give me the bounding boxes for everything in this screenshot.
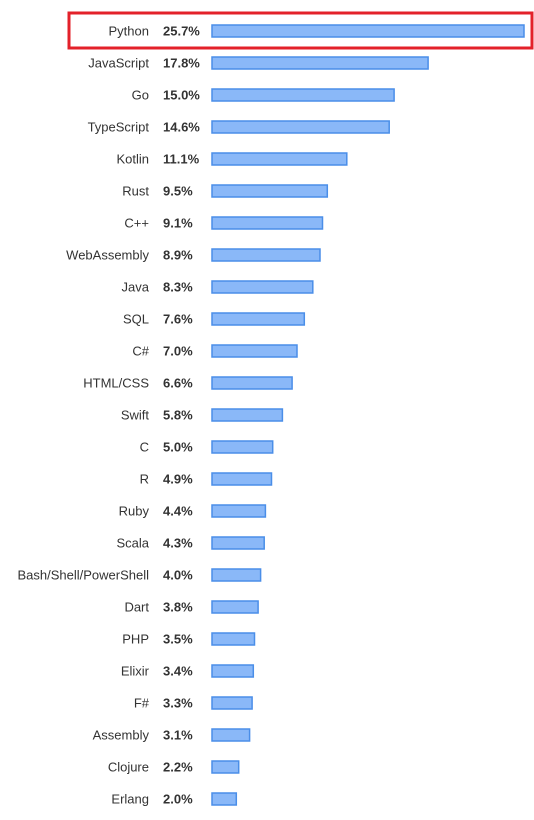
- value-label: 3.4%: [163, 664, 193, 679]
- bar: [211, 216, 324, 230]
- bar: [211, 312, 306, 326]
- value-label: 14.6%: [163, 120, 200, 135]
- category-label: Scala: [116, 536, 149, 551]
- value-label: 3.5%: [163, 632, 193, 647]
- highlight-box: [67, 11, 534, 50]
- category-label: Python: [109, 24, 149, 39]
- value-label: 5.8%: [163, 408, 193, 423]
- value-label: 7.6%: [163, 312, 193, 327]
- category-label: SQL: [123, 312, 149, 327]
- bar: [211, 504, 267, 518]
- bar: [211, 408, 284, 422]
- bar: [211, 248, 321, 262]
- value-label: 4.0%: [163, 568, 193, 583]
- bar: [211, 536, 265, 550]
- bar: [211, 24, 525, 38]
- category-label: Java: [122, 280, 150, 295]
- category-label: Bash/Shell/PowerShell: [17, 568, 149, 583]
- bar: [211, 696, 253, 710]
- category-label: C++: [124, 216, 149, 231]
- bar: [211, 472, 273, 486]
- value-label: 3.3%: [163, 696, 193, 711]
- value-label: 3.8%: [163, 600, 193, 615]
- value-label: 4.4%: [163, 504, 193, 519]
- value-label: 25.7%: [163, 24, 200, 39]
- bar: [211, 792, 238, 806]
- value-label: 4.3%: [163, 536, 193, 551]
- value-label: 15.0%: [163, 88, 200, 103]
- bar: [211, 632, 256, 646]
- bar: [211, 120, 390, 134]
- bar: [211, 440, 274, 454]
- bar: [211, 568, 262, 582]
- value-label: 6.6%: [163, 376, 193, 391]
- value-label: 17.8%: [163, 56, 200, 71]
- category-label: F#: [134, 696, 150, 711]
- category-label: C: [140, 440, 149, 455]
- value-label: 5.0%: [163, 440, 193, 455]
- value-label: 7.0%: [163, 344, 193, 359]
- bar: [211, 56, 429, 70]
- category-label: Assembly: [93, 728, 150, 743]
- category-label: Swift: [121, 408, 150, 423]
- value-label: 9.1%: [163, 216, 193, 231]
- category-label: Dart: [124, 600, 149, 615]
- category-label: JavaScript: [88, 56, 149, 71]
- category-label: Rust: [122, 184, 149, 199]
- value-label: 9.5%: [163, 184, 193, 199]
- chart-rows: Python 25.7% JavaScript 17.8% Go 15.0% TypeScr…: [17, 24, 525, 807]
- category-label: TypeScript: [88, 120, 150, 135]
- value-label: 4.9%: [163, 472, 193, 487]
- value-label: 8.9%: [163, 248, 193, 263]
- bar: [211, 280, 314, 294]
- value-label: 3.1%: [163, 728, 193, 743]
- bar: [211, 376, 293, 390]
- value-label: 8.3%: [163, 280, 193, 295]
- category-label: Kotlin: [116, 152, 149, 167]
- bar: [211, 344, 298, 358]
- category-label: Erlang: [111, 792, 149, 807]
- bar: [211, 184, 329, 198]
- bar: [211, 152, 348, 166]
- bar: [211, 760, 240, 774]
- category-label: Ruby: [119, 504, 150, 519]
- category-label: Go: [132, 88, 149, 103]
- value-label: 2.2%: [163, 760, 193, 775]
- bar: [211, 728, 251, 742]
- value-label: 11.1%: [163, 152, 200, 167]
- category-label: Clojure: [108, 760, 149, 775]
- category-label: R: [140, 472, 149, 487]
- value-label: 2.0%: [163, 792, 193, 807]
- category-label: PHP: [122, 632, 149, 647]
- bar: [211, 664, 255, 678]
- category-label: WebAssembly: [66, 248, 149, 263]
- bar: [211, 88, 395, 102]
- category-label: HTML/CSS: [83, 376, 149, 391]
- category-label: C#: [132, 344, 149, 359]
- bar: [211, 600, 259, 614]
- category-label: Elixir: [121, 664, 150, 679]
